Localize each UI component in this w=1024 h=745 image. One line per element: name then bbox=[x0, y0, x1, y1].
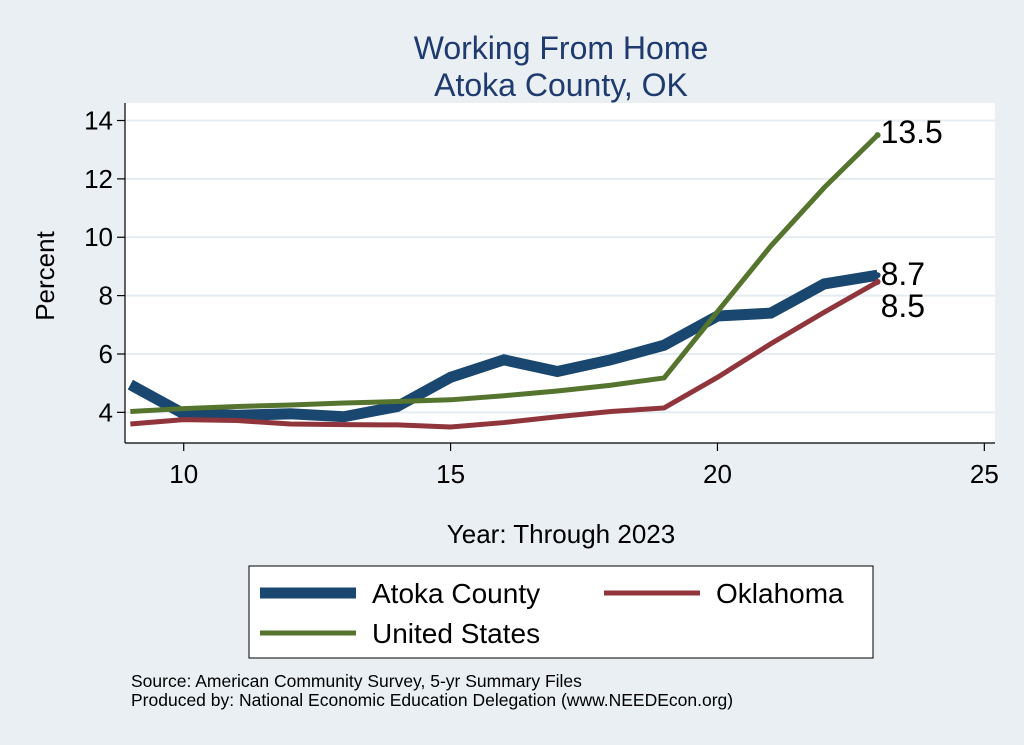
y-tick-label-8: 8 bbox=[99, 281, 113, 311]
end-label-atoka-county: 8.7 bbox=[881, 256, 925, 292]
y-axis-label: Percent bbox=[30, 230, 60, 320]
end-labels: 8.78.5 13.5 bbox=[881, 114, 943, 324]
series-line-oklahoma bbox=[130, 279, 879, 430]
footer: Source: American Community Survey, 5-yr … bbox=[131, 672, 733, 710]
legend-entry-united-states: United States bbox=[260, 618, 540, 649]
y-tick-label-14: 14 bbox=[84, 106, 113, 136]
producer-note: Produced by: National Economic Education… bbox=[131, 690, 734, 710]
axes: 4 6 8 10 12 14 10 15 20 25 bbox=[84, 103, 999, 489]
source-note: Source: American Community Survey, 5-yr … bbox=[131, 671, 582, 691]
series-end-point-atoka-county bbox=[874, 272, 881, 279]
legend-entry-atoka: Atoka County bbox=[260, 578, 540, 609]
chart-title-line-2: Atoka County, OK bbox=[434, 67, 688, 103]
end-label-united-states: 13.5 bbox=[881, 114, 943, 150]
x-tick-label-15: 15 bbox=[436, 459, 465, 489]
end-label-oklahoma: 8.5 bbox=[881, 288, 925, 324]
series-end-point-united-states bbox=[874, 132, 881, 139]
y-tick-label-12: 12 bbox=[84, 164, 113, 194]
y-tick-label-6: 6 bbox=[99, 339, 113, 369]
series-line-atoka-county bbox=[127, 269, 879, 423]
legend-box bbox=[248, 565, 874, 659]
x-axis-label: Year: Through 2023 bbox=[447, 519, 675, 549]
series-layer bbox=[127, 132, 881, 430]
legend-label-united-states: United States bbox=[372, 618, 540, 649]
series-end-point-oklahoma bbox=[874, 278, 881, 285]
series-line-united-states bbox=[130, 133, 880, 414]
x-tick-label-20: 20 bbox=[703, 459, 732, 489]
x-tick-label-10: 10 bbox=[169, 459, 198, 489]
x-tick-label-25: 25 bbox=[970, 459, 999, 489]
legend-entry-oklahoma: Oklahoma bbox=[604, 578, 844, 609]
chart-title-line-1: Working From Home bbox=[414, 30, 709, 66]
legend-label-oklahoma: Oklahoma bbox=[716, 578, 844, 609]
legend-label-atoka: Atoka County bbox=[372, 578, 540, 609]
y-tick-label-10: 10 bbox=[84, 222, 113, 252]
y-tick-label-4: 4 bbox=[99, 397, 113, 427]
